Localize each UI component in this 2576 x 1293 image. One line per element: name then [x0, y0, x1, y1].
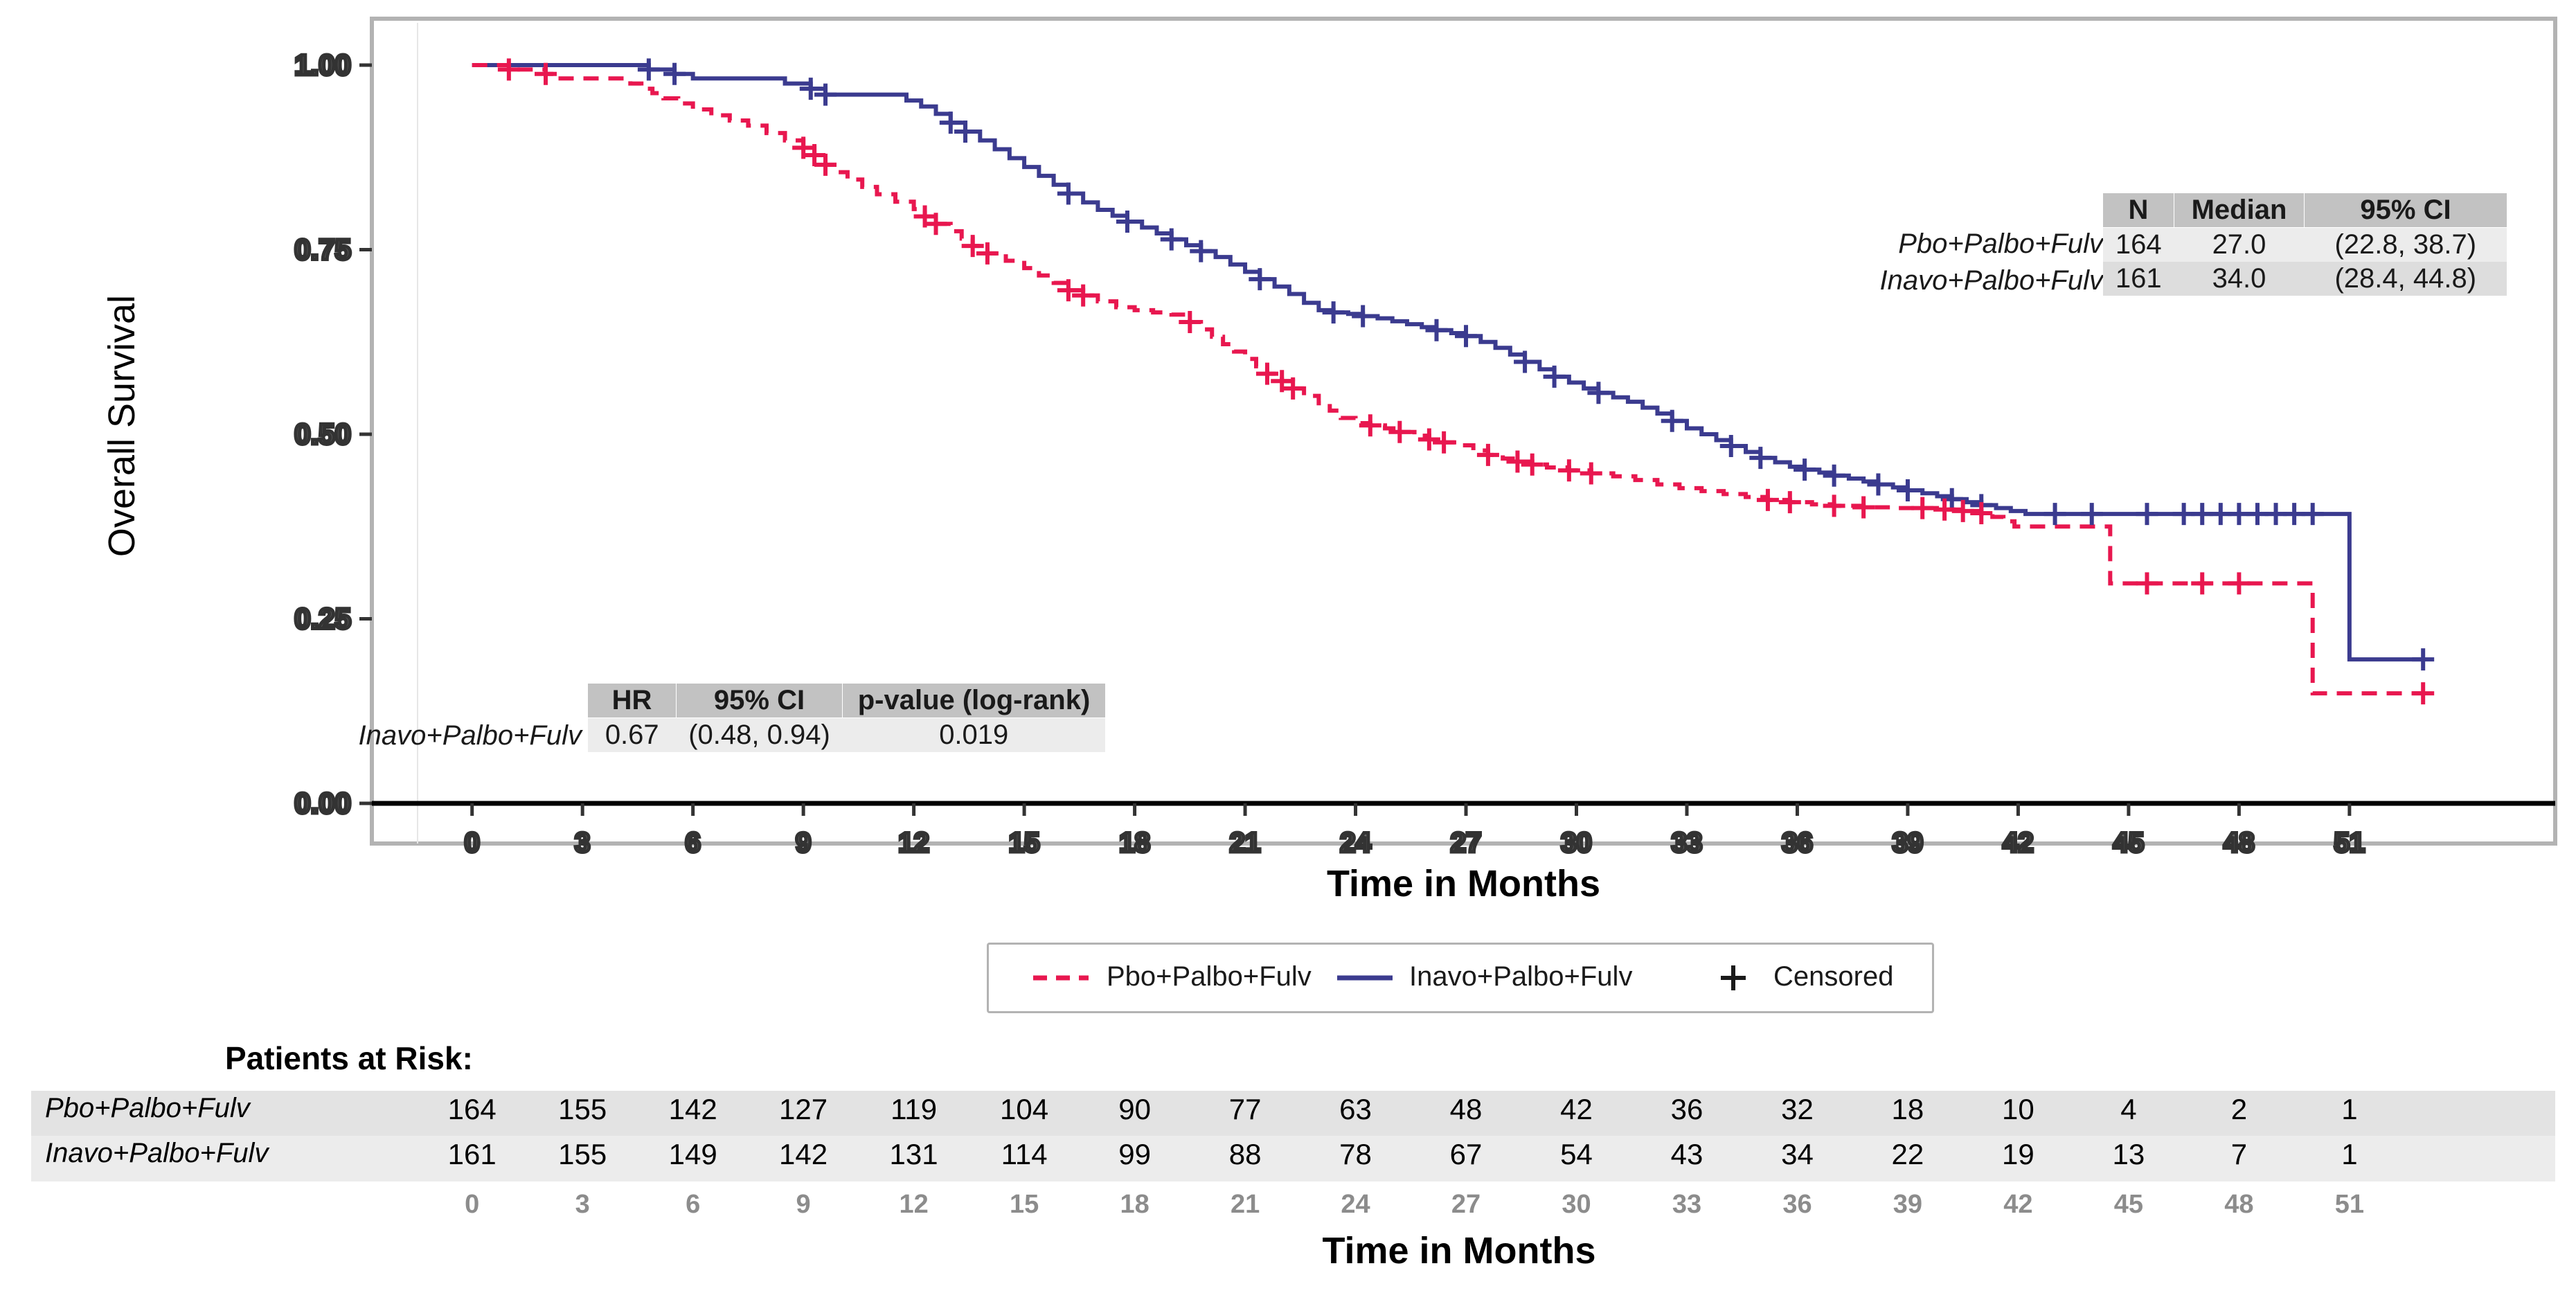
svg-text:45: 45: [2113, 828, 2145, 858]
svg-text:0: 0: [465, 828, 480, 858]
svg-text:42: 42: [2003, 828, 2034, 858]
svg-text:0.75: 0.75: [294, 233, 351, 266]
svg-text:51: 51: [2334, 828, 2365, 858]
svg-text:3: 3: [575, 828, 590, 858]
svg-text:12: 12: [898, 828, 929, 858]
svg-text:30: 30: [1561, 828, 1592, 858]
svg-text:21: 21: [1230, 828, 1261, 858]
svg-text:1.00: 1.00: [294, 48, 351, 81]
svg-text:0.00: 0.00: [294, 787, 351, 819]
svg-text:48: 48: [2224, 828, 2255, 858]
svg-text:15: 15: [1009, 828, 1040, 858]
svg-text:0.50: 0.50: [294, 418, 351, 450]
svg-text:18: 18: [1119, 828, 1150, 858]
svg-text:39: 39: [1893, 828, 1924, 858]
svg-text:27: 27: [1451, 828, 1482, 858]
svg-text:33: 33: [1672, 828, 1703, 858]
svg-text:9: 9: [796, 828, 811, 858]
svg-text:0.25: 0.25: [294, 603, 351, 635]
svg-text:36: 36: [1782, 828, 1813, 858]
svg-text:6: 6: [686, 828, 701, 858]
svg-text:24: 24: [1340, 828, 1371, 858]
